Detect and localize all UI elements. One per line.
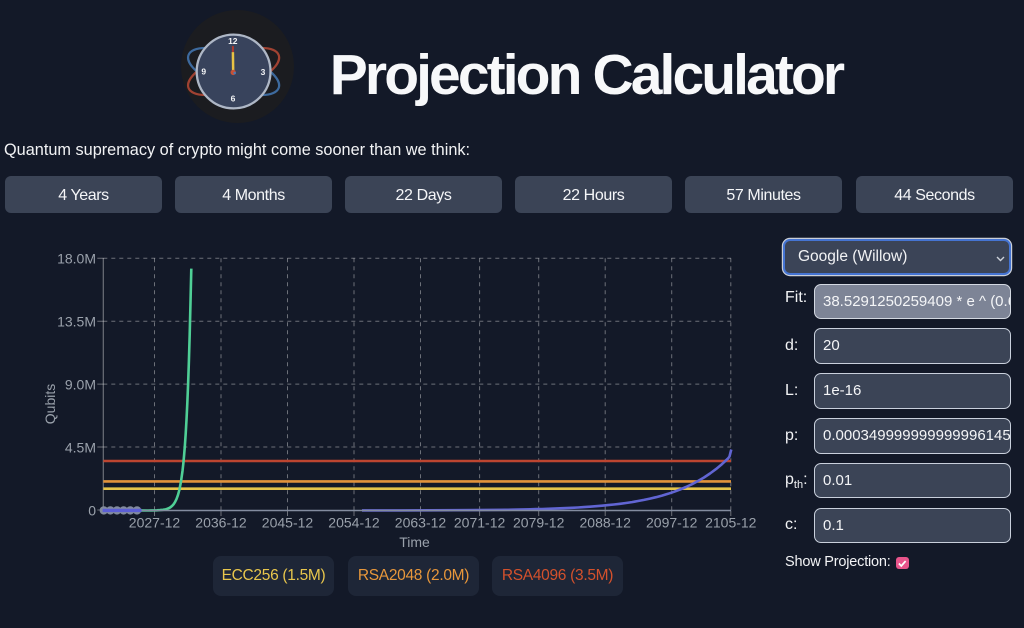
svg-text:2054-12: 2054-12	[328, 514, 380, 530]
svg-text:13.5M: 13.5M	[57, 314, 96, 330]
svg-text:2045-12: 2045-12	[262, 514, 314, 530]
svg-text:6: 6	[231, 94, 236, 104]
svg-text:2063-12: 2063-12	[395, 514, 447, 530]
svg-text:0: 0	[88, 502, 96, 518]
svg-text:3: 3	[261, 67, 266, 77]
svg-text:12: 12	[228, 36, 238, 46]
svg-text:2097-12: 2097-12	[646, 514, 698, 530]
svg-text:2027-12: 2027-12	[129, 514, 181, 530]
svg-text:Qubits: Qubits	[42, 384, 58, 424]
svg-text:2036-12: 2036-12	[195, 514, 247, 530]
svg-text:2088-12: 2088-12	[580, 514, 632, 530]
svg-text:4.5M: 4.5M	[65, 439, 96, 455]
svg-text:18.0M: 18.0M	[57, 251, 96, 267]
svg-text:2079-12: 2079-12	[513, 514, 565, 530]
svg-text:Time: Time	[399, 534, 430, 550]
svg-text:2071-12: 2071-12	[454, 514, 506, 530]
svg-text:9.0M: 9.0M	[65, 376, 96, 392]
svg-text:2105-12: 2105-12	[705, 514, 757, 530]
svg-text:9: 9	[201, 67, 206, 77]
